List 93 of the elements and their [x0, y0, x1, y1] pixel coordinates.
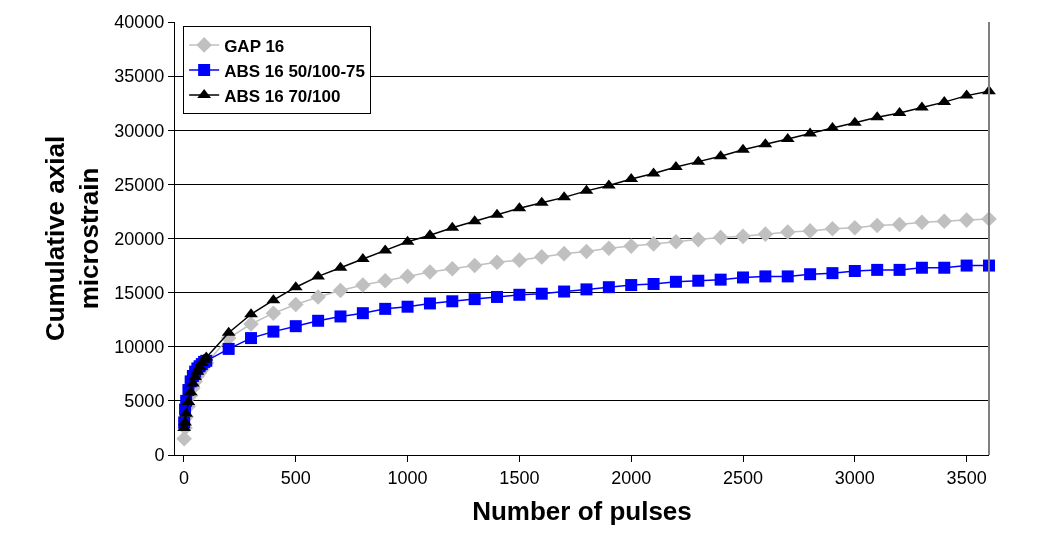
point — [690, 231, 707, 248]
x-tick-label: 1000 — [387, 467, 428, 488]
point — [871, 263, 884, 276]
y-tick-label: 15000 — [114, 282, 165, 303]
point — [712, 229, 729, 246]
x-tick-label: 500 — [280, 467, 311, 488]
point — [245, 332, 258, 345]
point — [334, 310, 347, 323]
point — [936, 213, 953, 229]
y-tick-label: 5000 — [124, 391, 165, 412]
point — [355, 277, 371, 293]
point — [781, 270, 794, 283]
point — [535, 287, 548, 300]
point — [668, 233, 684, 250]
point — [468, 293, 481, 306]
point — [848, 264, 861, 277]
point — [513, 288, 526, 301]
point — [645, 236, 662, 252]
point — [423, 297, 436, 310]
point — [891, 216, 908, 233]
point — [533, 249, 550, 265]
x-tick-label: 3000 — [834, 467, 875, 488]
point — [401, 300, 414, 313]
point — [356, 307, 369, 320]
y-axis-title: Cumulative axial microstrain — [39, 135, 104, 342]
x-tick-label: 2000 — [611, 467, 652, 488]
point — [826, 267, 839, 280]
point — [222, 342, 235, 355]
x-axis-title: Number of pulses — [472, 496, 692, 527]
point — [511, 252, 528, 268]
point — [914, 214, 930, 231]
point — [243, 316, 259, 332]
point — [489, 254, 505, 271]
point — [377, 272, 394, 289]
point — [580, 283, 593, 296]
point — [938, 261, 951, 274]
point — [556, 245, 572, 262]
point — [714, 273, 727, 286]
point — [399, 268, 416, 285]
y-tick-label: 25000 — [114, 174, 165, 195]
point — [625, 279, 638, 292]
point — [444, 261, 461, 277]
point — [267, 325, 280, 338]
x-tick-label: 3500 — [946, 467, 987, 488]
point — [310, 289, 326, 305]
point — [423, 229, 437, 239]
y-tick-label: 20000 — [114, 228, 165, 249]
point — [602, 281, 615, 294]
y-tick-label: 0 — [154, 445, 165, 466]
point — [802, 223, 818, 239]
point — [847, 219, 863, 236]
point — [915, 261, 928, 274]
legend-label: ABS 16 70/100 — [224, 86, 341, 106]
point — [779, 224, 796, 240]
x-tick-label: 1500 — [499, 467, 540, 488]
point — [647, 277, 660, 290]
point — [287, 296, 304, 313]
point — [736, 143, 750, 153]
point — [735, 228, 751, 245]
y-tick-label: 35000 — [114, 66, 165, 87]
point — [491, 290, 504, 303]
legend-label: GAP 16 — [224, 36, 285, 56]
point — [669, 275, 682, 288]
point — [332, 282, 349, 299]
point — [578, 243, 595, 260]
point — [737, 271, 750, 284]
point — [869, 217, 885, 234]
y-tick-label: 30000 — [114, 120, 165, 141]
x-tick-label: 2500 — [722, 467, 764, 488]
y-tick-label: 40000 — [114, 12, 165, 33]
point — [379, 302, 392, 315]
point — [422, 264, 438, 280]
point — [960, 259, 973, 272]
y-tick-label: 10000 — [114, 337, 165, 358]
point — [312, 314, 325, 327]
point — [692, 274, 705, 287]
point — [289, 320, 302, 333]
point — [244, 308, 258, 318]
point — [893, 263, 906, 276]
point — [466, 257, 483, 274]
legend-label: ABS 16 50/100-75 — [224, 61, 365, 81]
point — [623, 238, 639, 254]
point — [446, 295, 459, 308]
point — [490, 208, 504, 218]
point — [757, 226, 774, 242]
point — [601, 240, 617, 257]
x-tick-label: 0 — [178, 467, 189, 488]
point — [759, 270, 772, 283]
point — [265, 305, 282, 321]
point — [958, 212, 975, 228]
point — [804, 268, 817, 281]
point — [558, 285, 571, 298]
point — [824, 220, 841, 237]
